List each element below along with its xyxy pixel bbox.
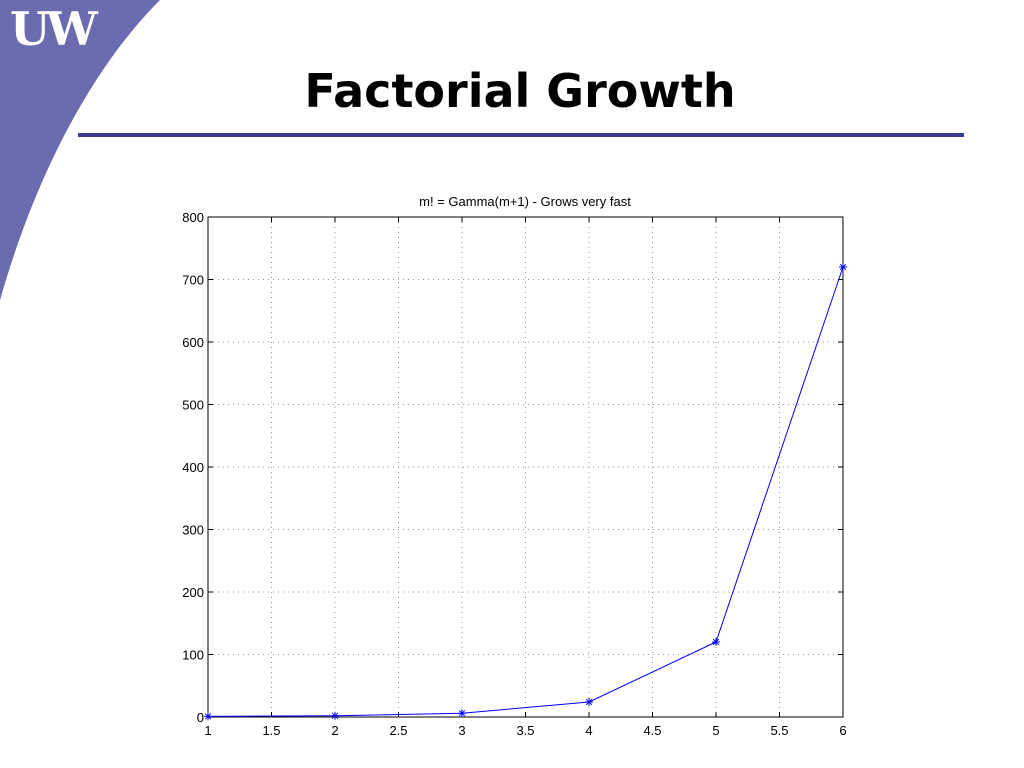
y-tick-label: 600	[182, 335, 204, 350]
marker-stroke	[585, 698, 593, 706]
x-tick-label: 6	[839, 723, 846, 738]
data-point-marker	[712, 638, 720, 646]
x-tick-label: 3.5	[516, 723, 534, 738]
marker-stroke	[204, 713, 212, 720]
y-tick-label: 500	[182, 398, 204, 413]
y-tick-label: 300	[182, 523, 204, 538]
marker-stroke	[712, 638, 720, 646]
marker-stroke	[458, 710, 466, 717]
data-point-marker	[839, 263, 847, 271]
x-tick-label: 1	[204, 723, 211, 738]
axes: 1 1.5 2 2.5 3 3.5 4 4.5 5 5.5 6 0 100 200 300 400 500 600…	[182, 210, 846, 738]
data-point-marker	[585, 698, 593, 706]
data-series	[204, 263, 847, 721]
data-point-marker	[204, 712, 212, 721]
uw-logo: UW	[10, 2, 98, 56]
x-tick-label: 5	[712, 723, 719, 738]
x-tick-label: 1.5	[262, 723, 280, 738]
y-tick-label: 800	[182, 210, 204, 225]
title-divider	[78, 133, 964, 137]
y-tick-label: 700	[182, 273, 204, 288]
corner-swoosh	[0, 0, 160, 300]
data-point-marker	[331, 711, 339, 720]
x-tick-label: 3	[458, 723, 465, 738]
y-tick-label: 200	[182, 585, 204, 600]
y-tick-label: 400	[182, 460, 204, 475]
chart-title: m! = Gamma(m+1) - Grows very fast	[419, 194, 631, 209]
marker-stroke	[331, 712, 339, 719]
y-tick-label: 0	[197, 710, 204, 725]
grid-lines	[208, 217, 843, 717]
x-tick-label: 4.5	[643, 723, 661, 738]
marker-stroke	[839, 263, 847, 271]
y-tick-label: 100	[182, 648, 204, 663]
x-tick-label: 5.5	[770, 723, 788, 738]
series-line	[207, 266, 844, 717]
slide-title: Factorial Growth	[304, 64, 736, 118]
x-tick-label: 4	[585, 723, 592, 738]
data-point-marker	[458, 709, 466, 718]
x-tick-label: 2.5	[389, 723, 407, 738]
x-tick-label: 2	[331, 723, 338, 738]
